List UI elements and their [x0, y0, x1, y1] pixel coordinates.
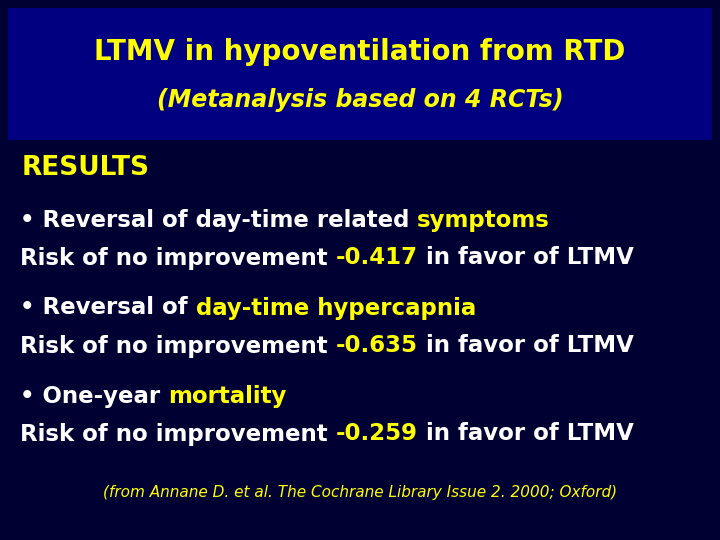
Text: (from Annane D. et al. The Cochrane Library Issue 2. 2000; Oxford): (from Annane D. et al. The Cochrane Libr… — [103, 484, 617, 500]
Text: -0.635: -0.635 — [336, 334, 418, 357]
Text: • One-year: • One-year — [20, 384, 168, 408]
Text: -0.417: -0.417 — [336, 246, 418, 269]
Text: day-time hypercapnia: day-time hypercapnia — [196, 296, 476, 320]
Text: in favor of LTMV: in favor of LTMV — [418, 334, 634, 357]
Text: in favor of LTMV: in favor of LTMV — [418, 246, 634, 269]
Text: mortality: mortality — [168, 384, 287, 408]
Text: RESULTS: RESULTS — [22, 155, 150, 181]
Text: symptoms: symptoms — [418, 208, 550, 232]
Text: Risk of no improvement: Risk of no improvement — [20, 422, 336, 446]
Text: in favor of LTMV: in favor of LTMV — [418, 422, 634, 446]
Text: • Reversal of: • Reversal of — [20, 296, 196, 320]
Text: Risk of no improvement: Risk of no improvement — [20, 246, 336, 269]
Bar — [8, 8, 712, 140]
Text: • Reversal of day-time related: • Reversal of day-time related — [20, 208, 418, 232]
Text: -0.259: -0.259 — [336, 422, 418, 446]
Text: Risk of no improvement: Risk of no improvement — [20, 334, 336, 357]
Text: (Metanalysis based on 4 RCTs): (Metanalysis based on 4 RCTs) — [157, 88, 563, 112]
Text: LTMV in hypoventilation from RTD: LTMV in hypoventilation from RTD — [94, 38, 626, 66]
